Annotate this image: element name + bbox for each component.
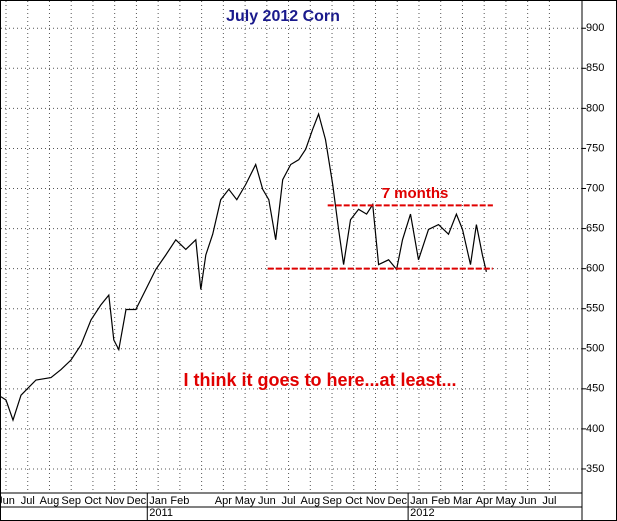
y-tick-label: 600 (586, 263, 604, 275)
x-tick-label: Sep (322, 495, 342, 507)
y-tick-label: 800 (586, 102, 604, 114)
price-line (0, 112, 487, 422)
x-tick-label: Oct (345, 495, 362, 507)
y-tick-label: 350 (586, 463, 604, 475)
y-tick-label: 500 (586, 343, 604, 355)
x-tick-label: Jun (258, 495, 276, 507)
y-tick-label: 850 (586, 62, 604, 74)
y-tick-label: 650 (586, 222, 604, 234)
x-tick-label: Sep (61, 495, 81, 507)
annotation: I think it goes to here...at least... (183, 370, 456, 390)
x-tick-label: Mar (453, 495, 472, 507)
y-tick-label: 750 (586, 142, 604, 154)
x-tick-label: Aug (40, 495, 60, 507)
x-tick-label: Jul (282, 495, 296, 507)
y-tick-label: 450 (586, 383, 604, 395)
x-tick-label: Jun (0, 495, 15, 507)
y-tick-label: 550 (586, 303, 604, 315)
x-tick-label: Dec (387, 495, 407, 507)
x-tick-label: Jan (410, 495, 428, 507)
chart-title: July 2012 Corn (226, 8, 340, 25)
x-tick-label: Jan (149, 495, 167, 507)
x-tick-label: Jul (542, 495, 556, 507)
x-tick-label: Jun (519, 495, 537, 507)
x-tick-label: Nov (105, 495, 125, 507)
x-tick-label: Feb (431, 495, 450, 507)
x-tick-label: Apr (476, 495, 493, 507)
x-tick-label: Apr (215, 495, 232, 507)
annotation: 7 months (382, 185, 449, 202)
x-tick-label: May (235, 495, 256, 507)
x-tick-label: Oct (84, 495, 101, 507)
y-tick-label: 900 (586, 22, 604, 34)
x-tick-label: Aug (301, 495, 321, 507)
x-tick-label: Dec (127, 495, 147, 507)
x-tick-label: Feb (170, 495, 189, 507)
y-tick-label: 700 (586, 182, 604, 194)
year-label: 2012 (410, 507, 434, 519)
x-tick-label: Jul (21, 495, 35, 507)
x-tick-label: Nov (366, 495, 386, 507)
x-tick-label: May (496, 495, 517, 507)
year-label: 2011 (149, 507, 173, 519)
y-tick-label: 400 (586, 423, 604, 435)
